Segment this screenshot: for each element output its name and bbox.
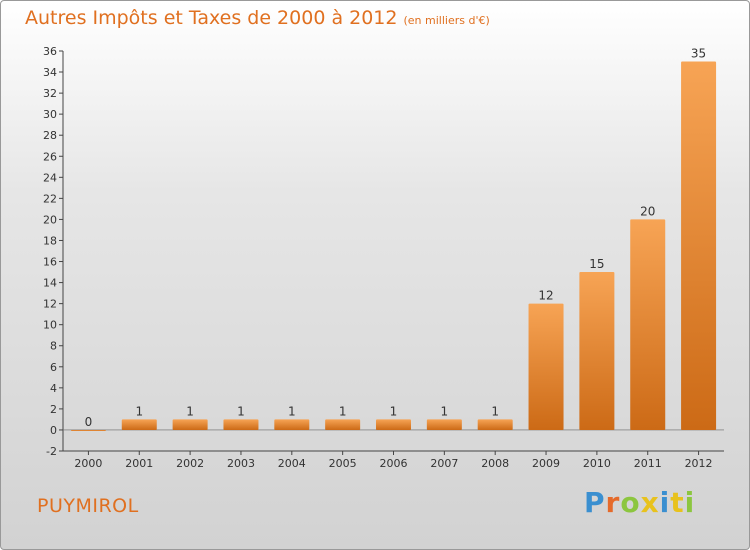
y-tick-label: 6 [50, 361, 57, 374]
x-tick-label: 2007 [430, 457, 458, 470]
bar [630, 219, 666, 430]
bar-value-label: 1 [441, 404, 449, 418]
bar-value-label: 0 [85, 415, 93, 429]
y-tick-label: 34 [43, 66, 57, 79]
x-tick-label: 2008 [481, 457, 509, 470]
bar-value-label: 1 [288, 404, 296, 418]
y-tick-label: 10 [43, 319, 57, 332]
logo-letter: i [659, 486, 671, 519]
bar [121, 419, 157, 430]
y-tick-label: 16 [43, 256, 57, 269]
y-tick-label: 20 [43, 213, 57, 226]
y-tick-label: 14 [43, 277, 57, 290]
bar [172, 419, 208, 430]
bar-value-label: 1 [390, 404, 398, 418]
y-tick-label: 22 [43, 192, 57, 205]
x-tick-label: 2010 [583, 457, 611, 470]
y-tick-label: 4 [50, 382, 57, 395]
y-tick-label: 8 [50, 340, 57, 353]
bar [579, 272, 615, 430]
x-tick-label: 2000 [74, 457, 102, 470]
bar [426, 419, 462, 430]
y-tick-label: 0 [50, 424, 57, 437]
y-tick-label: 12 [43, 298, 57, 311]
logo-letter: r [605, 486, 621, 519]
x-tick-label: 2003 [227, 457, 255, 470]
bar-value-label: 1 [491, 404, 499, 418]
y-tick-label: 18 [43, 234, 57, 247]
bar-value-label: 1 [186, 404, 194, 418]
bar [681, 61, 717, 430]
x-tick-label: 2004 [278, 457, 306, 470]
y-tick-label: 24 [43, 171, 57, 184]
bar-value-label: 1 [237, 404, 245, 418]
logo-letter: i [684, 486, 696, 519]
x-tick-label: 2012 [685, 457, 713, 470]
bars [70, 61, 717, 431]
bar-value-label: 12 [538, 289, 553, 303]
commune-name: PUYMIROL [37, 495, 139, 517]
bar-value-label: 1 [339, 404, 347, 418]
y-tick-label: 36 [43, 45, 57, 58]
bar-value-label: 20 [640, 204, 655, 218]
x-tick-label: 2001 [125, 457, 153, 470]
x-tick-label: 2009 [532, 457, 560, 470]
y-tick-label: 30 [43, 108, 57, 121]
x-tick-label: 2011 [634, 457, 662, 470]
logo-letter: x [640, 486, 660, 519]
y-tick-label: 26 [43, 150, 57, 163]
chart-subtitle: (en milliers d'€) [403, 14, 490, 27]
bar [376, 419, 411, 430]
bar [528, 303, 564, 430]
bar [274, 419, 310, 430]
data-labels: 0 1 1 1 1 1 1 1 1 12 15 20 35 [85, 47, 707, 429]
bar-value-label: 15 [589, 257, 604, 271]
bar [325, 419, 361, 430]
chart-title: Autres Impôts et Taxes de 2000 à 2012 (en… [25, 7, 490, 29]
y-tick-label: 28 [43, 129, 57, 142]
bar-value-label: 35 [691, 47, 706, 61]
bar-value-label: 1 [135, 404, 143, 418]
bar [70, 429, 106, 431]
x-tick-label: 2002 [176, 457, 204, 470]
bar [477, 419, 513, 430]
y-tick-label: -2 [46, 445, 57, 458]
logo-letter: P [584, 486, 606, 519]
bar [223, 419, 259, 430]
y-tick-label: 32 [43, 87, 57, 100]
x-tick-label: 2006 [380, 457, 408, 470]
logo-letter: t [670, 486, 685, 519]
y-tick-label: 2 [50, 403, 57, 416]
chart-title-text: Autres Impôts et Taxes de 2000 à 2012 [25, 7, 398, 29]
x-tick-label: 2005 [329, 457, 357, 470]
logo-letter: o [620, 486, 641, 519]
proxiti-logo: Proxiti [584, 486, 695, 519]
